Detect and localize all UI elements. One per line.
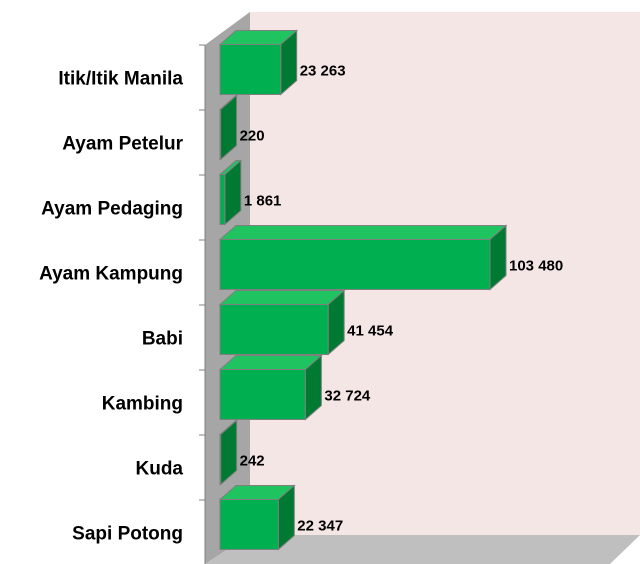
bar-top: [218, 225, 508, 240]
bar: [219, 174, 226, 225]
data-label: 242: [240, 452, 265, 469]
category-label: Ayam Kampung: [39, 264, 183, 285]
floor: [205, 535, 640, 564]
data-label: 220: [240, 127, 265, 144]
bar: [219, 44, 282, 95]
category-label: Kambing: [102, 394, 183, 415]
category-label: Ayam Petelur: [62, 134, 183, 155]
bar: [219, 434, 222, 485]
data-label: 23 263: [300, 62, 346, 79]
bar-top: [218, 355, 323, 370]
data-label: 1 861: [244, 192, 282, 209]
category-label: Itik/Itik Manila: [58, 69, 183, 90]
bar: [219, 109, 222, 160]
data-label: 32 724: [324, 387, 371, 404]
category-label: Ayam Pedaging: [41, 199, 183, 220]
bar-top: [218, 290, 346, 305]
data-label: 41 454: [347, 322, 394, 339]
category-label: Kuda: [136, 459, 184, 480]
bar: [219, 369, 306, 420]
data-label: 103 480: [509, 257, 563, 274]
bar: [219, 304, 329, 355]
category-label: Sapi Potong: [72, 524, 183, 545]
category-label: Babi: [142, 329, 183, 350]
bar: [219, 239, 491, 290]
data-label: 22 347: [297, 517, 343, 534]
bar: [219, 499, 279, 550]
